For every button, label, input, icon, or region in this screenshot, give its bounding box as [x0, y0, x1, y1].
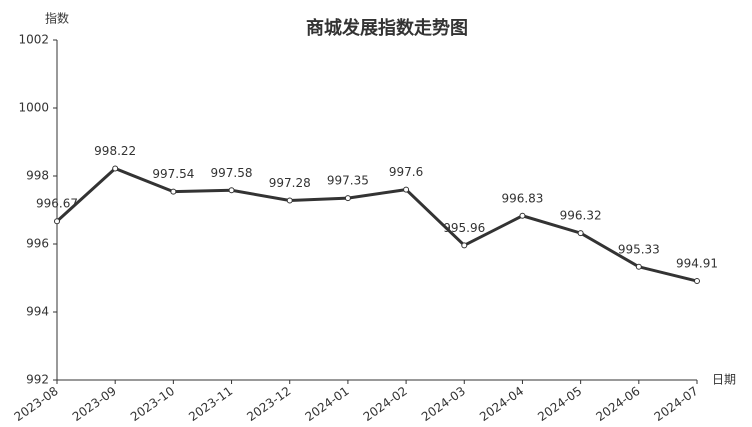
- data-label: 997.6: [389, 165, 423, 179]
- x-tick-label: 2023-12: [244, 384, 293, 424]
- point: [577, 230, 584, 237]
- x-tick-label: 2023-11: [186, 384, 235, 424]
- data-label: 998.22: [94, 144, 136, 158]
- point: [344, 195, 351, 202]
- chart-title: 商城发展指数走势图: [306, 17, 468, 39]
- x-tick-label: 2024-03: [419, 384, 468, 424]
- point: [54, 218, 60, 225]
- x-tick-label: 2024-07: [652, 384, 701, 424]
- x-axis-label: 日期: [712, 373, 736, 387]
- data-label: 996.67: [36, 197, 78, 211]
- y-tick-label: 992: [26, 373, 49, 387]
- point: [286, 197, 293, 204]
- point: [403, 186, 410, 193]
- data-label: 996.32: [560, 209, 602, 223]
- point: [170, 188, 177, 195]
- data-label: 996.83: [501, 191, 543, 205]
- y-tick-label: 994: [26, 305, 49, 319]
- point: [635, 263, 642, 270]
- data-label: 995.33: [618, 242, 660, 256]
- point: [519, 212, 526, 219]
- x-tick-label: 2024-01: [303, 384, 352, 424]
- point: [461, 242, 468, 249]
- x-tick-label: 2024-02: [361, 384, 410, 424]
- x-tick-label: 2024-06: [593, 384, 642, 424]
- y-axis-label: 指数: [45, 11, 69, 26]
- x-tick-label: 2023-09: [70, 384, 119, 424]
- data-label: 997.28: [269, 176, 311, 190]
- data-label: 997.35: [327, 174, 369, 188]
- data-label: 995.96: [443, 221, 485, 235]
- x-tick-label: 2024-04: [477, 384, 526, 424]
- data-label: 997.54: [152, 167, 194, 181]
- y-tick-label: 1002: [18, 33, 49, 47]
- data-label: 997.58: [211, 166, 253, 180]
- x-tick-label: 2023-10: [128, 384, 177, 424]
- y-tick-label: 996: [26, 237, 49, 251]
- y-tick-label: 1000: [18, 101, 49, 115]
- point: [694, 278, 700, 285]
- x-tick-label: 2024-05: [535, 384, 584, 424]
- data-label: 994.91: [676, 257, 718, 271]
- point: [228, 187, 235, 194]
- line: [55, 166, 698, 283]
- y-tick-label: 998: [26, 169, 49, 183]
- point: [112, 165, 119, 172]
- x-tick-label: 2023-08: [12, 384, 61, 424]
